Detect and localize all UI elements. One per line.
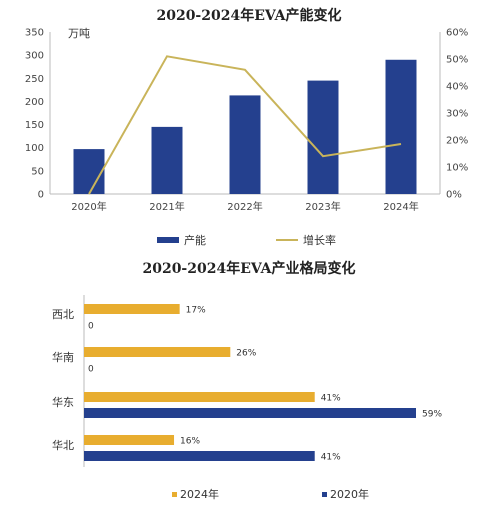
category-label: 西北 <box>52 308 74 321</box>
capacity-bar <box>229 95 261 194</box>
y-left-tick-label: 100 <box>25 143 44 154</box>
y-left-tick-label: 300 <box>25 51 44 62</box>
data-label: 41% <box>321 453 341 463</box>
y-right-tick-label: 40% <box>446 82 468 93</box>
chart1-title: 2020-2024年EVA产能变化 <box>156 7 341 24</box>
y-left-tick-label: 50 <box>31 166 44 177</box>
y-right-tick-label: 30% <box>446 109 468 120</box>
growth-rate-line <box>88 55 402 195</box>
chart1-plot: 0 50 100 150 200 250 300 350 0% 10% 20% 30% 40% 50% 60… <box>25 28 468 248</box>
data-label: 41% <box>321 394 341 404</box>
x-tick-label: 2021年 <box>149 200 184 213</box>
data-label: 16% <box>180 437 200 447</box>
legend-label-growth: 增长率 <box>303 233 336 247</box>
data-label: 17% <box>186 306 206 316</box>
capacity-bar <box>151 126 183 194</box>
y-left-tick-label: 350 <box>25 28 44 39</box>
chart2-plot: 西北 17% 0 华南 26% 0 华东 41% 59% 华北 16% 41% 2024年 2020年 <box>52 295 442 501</box>
category-label: 华东 <box>52 395 74 409</box>
legend-label-2020: 2020年 <box>330 487 369 501</box>
bar-2024 <box>84 304 180 314</box>
data-label: 0 <box>88 365 94 375</box>
x-tick-label: 2023年 <box>305 200 340 213</box>
x-tick-label: 2020年 <box>71 200 106 213</box>
category-label: 华南 <box>52 350 74 364</box>
y-left-tick-label: 200 <box>25 97 44 108</box>
y-right-tick-label: 20% <box>446 136 468 147</box>
capacity-bar <box>385 59 417 195</box>
bar-2024 <box>84 435 175 445</box>
legend-label-capacity: 产能 <box>184 233 206 247</box>
category-label: 华北 <box>52 438 74 452</box>
bar-2024 <box>84 347 231 357</box>
bar-2020 <box>84 451 315 461</box>
y-left-tick-label: 250 <box>25 74 44 85</box>
x-tick-label: 2024年 <box>383 200 418 213</box>
y-right-tick-label: 0% <box>446 190 462 201</box>
capacity-bar <box>73 149 105 194</box>
data-label: 59% <box>422 410 442 420</box>
legend-label-2024: 2024年 <box>180 487 219 501</box>
data-label: 26% <box>236 349 256 359</box>
bar-2024 <box>84 392 315 402</box>
data-label: 0 <box>88 322 94 332</box>
legend-swatch-2020 <box>322 492 327 497</box>
y-right-tick-label: 60% <box>446 28 468 39</box>
y-left-tick-label: 150 <box>25 120 44 131</box>
chart2-title: 2020-2024年EVA产业格局变化 <box>142 260 355 277</box>
capacity-bar <box>307 80 339 194</box>
y-right-tick-label: 10% <box>446 163 468 174</box>
legend-swatch-capacity <box>157 237 179 243</box>
chart1-unit-label: 万吨 <box>68 27 90 40</box>
y-left-tick-label: 0 <box>38 190 44 201</box>
legend-swatch-2024 <box>172 492 177 497</box>
x-tick-label: 2022年 <box>227 200 262 213</box>
bar-2020 <box>84 408 416 418</box>
y-right-tick-label: 50% <box>446 55 468 66</box>
